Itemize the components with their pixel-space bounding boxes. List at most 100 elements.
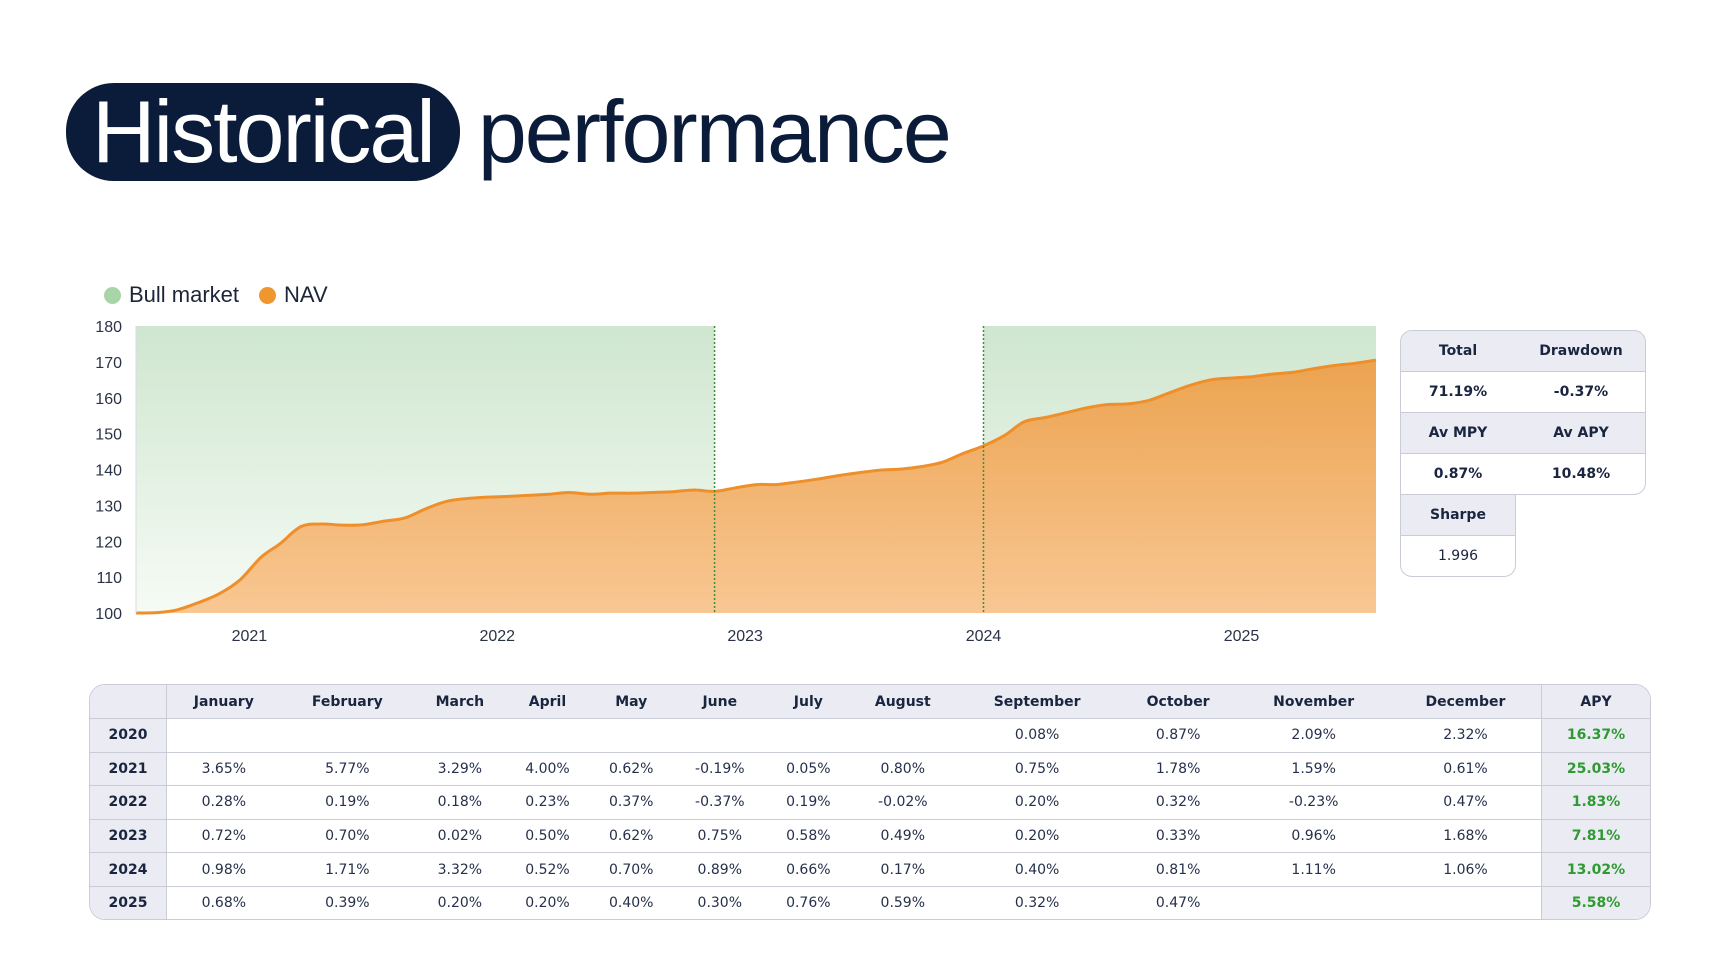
stat-av-mpy-value: 0.87% xyxy=(1433,466,1483,482)
row-apy: 13.02% xyxy=(1541,852,1650,887)
table-cell: 2.32% xyxy=(1443,727,1488,744)
column-header-august: August xyxy=(850,685,956,719)
row-year: 2021 xyxy=(90,752,167,786)
table-cell: 0.75% xyxy=(1014,760,1060,777)
table-cell: 0.52% xyxy=(525,861,570,878)
stat-sharpe-label: Sharpe xyxy=(1430,507,1486,523)
legend-item-bull-market[interactable]: Bull market xyxy=(104,282,239,308)
x-tick-label: 2023 xyxy=(727,628,763,645)
table-cell: 0.02% xyxy=(437,828,483,845)
table-cell: 0.68% xyxy=(201,894,247,911)
x-tick-label: 2024 xyxy=(966,628,1002,645)
y-tick-label: 100 xyxy=(95,606,122,623)
table-cell: 1.06% xyxy=(1443,861,1488,878)
row-year: 2025 xyxy=(90,886,167,919)
stat-drawdown-value: -0.37% xyxy=(1553,384,1609,400)
table-cell: 0.20% xyxy=(437,894,483,911)
legend-label-nav: NAV xyxy=(284,282,328,307)
table-cell: 0.87% xyxy=(1155,727,1201,744)
table-cell: 3.29% xyxy=(437,760,483,777)
x-tick-label: 2021 xyxy=(232,628,268,645)
y-tick-label: 140 xyxy=(95,463,122,480)
table-cell xyxy=(589,719,673,753)
table-cell: 0.05% xyxy=(786,760,831,777)
table-cell: -0.37% xyxy=(695,794,745,811)
table-cell: 0.40% xyxy=(609,894,654,911)
x-tick-label: 2022 xyxy=(479,628,515,645)
table-row: 2020 0.08% 0.87% 2.09% 2.32% 16.37% xyxy=(90,718,1650,753)
table-cell: 0.59% xyxy=(880,894,926,911)
row-year: 2022 xyxy=(90,785,167,820)
legend-dot-bull-market xyxy=(104,286,121,304)
stat-drawdown-label: Drawdown xyxy=(1539,343,1623,359)
stat-total-label: Total xyxy=(1438,343,1478,359)
table-cell: 0.81% xyxy=(1155,861,1201,878)
table-cell: 0.37% xyxy=(609,794,654,811)
table-cell xyxy=(506,719,590,753)
table-cell: 1.68% xyxy=(1443,828,1488,845)
table-cell: 0.08% xyxy=(1014,727,1060,744)
table-cell xyxy=(414,719,505,753)
table-cell: 0.20% xyxy=(1014,794,1060,811)
nav-area-fill xyxy=(136,360,1376,614)
column-header-january: January xyxy=(166,685,281,719)
row-apy: 5.58% xyxy=(1541,886,1650,919)
table-cell: 0.98% xyxy=(201,861,247,878)
table-cell: 0.19% xyxy=(786,794,831,811)
nav-area xyxy=(135,358,1377,615)
y-tick-label: 160 xyxy=(95,391,122,408)
table-cell: 0.75% xyxy=(697,828,743,845)
stat-av-apy-label: Av APY xyxy=(1553,425,1609,441)
table-cell: 0.28% xyxy=(201,794,247,811)
table-cell xyxy=(167,719,281,753)
column-header-february: February xyxy=(280,685,415,719)
table-row: 2022 0.28% 0.19% 0.18% 0.23% 0.37% -0.37% 0.19%… xyxy=(90,785,1650,820)
table-cell: 0.18% xyxy=(437,794,483,811)
row-apy: 1.83% xyxy=(1541,785,1650,820)
column-header-september: September xyxy=(955,685,1119,719)
column-header-november: November xyxy=(1237,685,1390,719)
table-cell: 1.59% xyxy=(1291,760,1336,777)
chart-axes: 100 110 120 130 140 150 160 170 180 2021 2022 2023 2… xyxy=(95,319,1259,645)
y-tick-label: 180 xyxy=(95,319,122,336)
table-row: 2021 3.65% 5.77% 3.29% 4.00% 0.62% -0.19% 0.05%… xyxy=(90,752,1650,786)
table-cell xyxy=(1237,886,1390,919)
stats-panel: Total Drawdown 71.19% -0.37% Av MPY Av A… xyxy=(1400,330,1646,578)
stats-value-sharpe xyxy=(1400,535,1516,577)
table-cell: -0.19% xyxy=(695,760,745,777)
legend-label-bull-market: Bull market xyxy=(129,282,240,307)
row-year: 2023 xyxy=(90,819,167,853)
table-corner xyxy=(90,685,167,719)
table-cell xyxy=(673,719,766,753)
row-apy: 7.81% xyxy=(1541,819,1650,853)
table-cell: 0.39% xyxy=(325,894,370,911)
table-cell: 2.09% xyxy=(1291,727,1336,744)
column-header-october: October xyxy=(1118,685,1238,719)
table-cell: 1.78% xyxy=(1155,760,1201,777)
row-year: 2024 xyxy=(90,852,167,887)
column-header-march: March xyxy=(414,685,506,719)
table-cell xyxy=(1390,886,1542,919)
table-cell: 0.70% xyxy=(325,828,370,845)
y-tick-label: 150 xyxy=(95,427,122,444)
stat-sharpe-value: 1.996 xyxy=(1437,548,1479,564)
table-cell: 0.76% xyxy=(786,894,831,911)
table-cell: 0.23% xyxy=(525,794,570,811)
table-cell: 1.71% xyxy=(325,861,370,878)
legend-item-nav[interactable]: NAV xyxy=(259,282,328,308)
x-tick-label: 2025 xyxy=(1224,628,1260,645)
table-cell: 0.47% xyxy=(1443,794,1488,811)
table-cell: 0.33% xyxy=(1155,828,1201,845)
table-cell: 0.58% xyxy=(786,828,831,845)
table-cell: 0.89% xyxy=(697,861,743,878)
table-cell: 0.72% xyxy=(201,828,247,845)
table-cell: 1.11% xyxy=(1291,861,1336,878)
table-row: 2023 0.72% 0.70% 0.02% 0.50% 0.62% 0.75% 0.58% 0… xyxy=(90,819,1650,853)
page-title: Historical performance xyxy=(66,82,952,182)
table-cell: 0.17% xyxy=(880,861,926,878)
table-cell: 0.32% xyxy=(1014,894,1060,911)
table-header-row: January February March April May June July Augu… xyxy=(90,685,1650,719)
nav-series-line xyxy=(135,358,1377,615)
stat-av-apy-value: 10.48% xyxy=(1551,466,1611,482)
table-cell: 0.20% xyxy=(1014,828,1060,845)
